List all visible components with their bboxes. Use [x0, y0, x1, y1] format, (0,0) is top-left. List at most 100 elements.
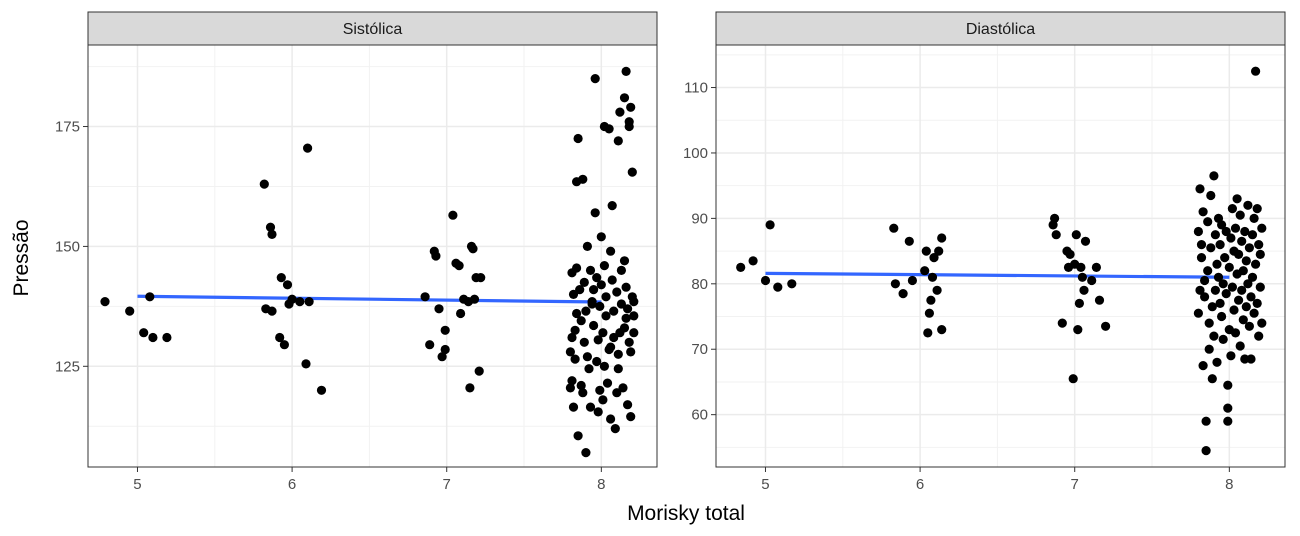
data-point — [1235, 210, 1245, 220]
data-point — [454, 261, 464, 271]
data-point — [474, 366, 484, 376]
data-point — [582, 352, 593, 362]
data-point — [629, 297, 639, 307]
data-point — [1252, 298, 1262, 308]
data-point — [929, 253, 939, 263]
data-point — [1230, 328, 1241, 338]
data-point — [904, 236, 914, 246]
data-point — [1241, 256, 1251, 266]
x-tick-label: 8 — [1225, 476, 1233, 493]
data-point — [1091, 262, 1101, 272]
data-point — [1200, 292, 1210, 302]
data-point — [787, 279, 797, 289]
data-point — [619, 323, 630, 333]
data-point — [1195, 184, 1205, 194]
data-point — [1257, 223, 1267, 233]
data-point — [139, 328, 149, 338]
data-point — [1234, 249, 1244, 259]
data-point — [437, 352, 447, 362]
data-point — [1050, 213, 1060, 223]
points-sistolica — [100, 66, 639, 458]
data-point — [1077, 272, 1087, 282]
data-point — [1076, 262, 1086, 272]
data-point — [1196, 240, 1207, 250]
data-point — [621, 66, 631, 76]
data-point — [584, 364, 594, 374]
data-point — [599, 361, 610, 371]
data-point — [1215, 298, 1225, 308]
data-point — [162, 332, 172, 343]
data-point — [607, 275, 617, 285]
data-point — [1101, 321, 1111, 331]
data-point — [1203, 217, 1213, 227]
data-point — [937, 325, 947, 335]
points-diastolica — [736, 66, 1267, 456]
data-point — [576, 316, 586, 326]
data-point — [619, 93, 630, 103]
data-point — [1213, 272, 1224, 282]
panel-border-diastolica — [715, 44, 1286, 468]
data-point — [1240, 226, 1250, 237]
data-point — [1255, 249, 1265, 259]
data-point — [568, 402, 579, 412]
panel-diastolica: Diastólica 5 6 7 8 60 70 80 90 100 110 — [683, 11, 1286, 493]
data-point — [1210, 285, 1220, 295]
data-point — [765, 220, 775, 230]
x-tick-label: 7 — [1071, 476, 1079, 493]
y-tick-label: 125 — [55, 358, 80, 375]
data-point — [1249, 308, 1259, 318]
y-axis-sistolica: 125 150 175 — [55, 119, 88, 375]
data-point — [1080, 236, 1091, 246]
data-point — [1071, 230, 1081, 240]
data-point — [607, 201, 617, 211]
data-point — [1195, 285, 1205, 295]
data-point — [125, 306, 135, 316]
data-point — [303, 143, 313, 153]
data-point — [1207, 374, 1217, 384]
data-point — [606, 342, 616, 352]
data-point — [599, 261, 610, 271]
data-point — [1246, 292, 1256, 302]
data-point — [1252, 204, 1262, 214]
data-point — [267, 229, 277, 239]
data-point — [1223, 403, 1233, 413]
data-point — [1255, 282, 1265, 292]
data-point — [610, 424, 620, 434]
data-point — [1198, 207, 1208, 217]
data-point — [585, 265, 596, 275]
strip-label-sistolica: Sistólica — [343, 21, 403, 38]
data-point — [612, 287, 622, 297]
data-point — [465, 383, 475, 393]
data-point — [456, 308, 466, 319]
y-tick-label: 80 — [691, 276, 708, 293]
data-point — [1243, 279, 1253, 289]
x-tick-label: 5 — [761, 476, 769, 493]
data-point — [1247, 230, 1258, 240]
data-point — [760, 275, 771, 286]
data-point — [592, 273, 602, 283]
data-point — [924, 308, 935, 318]
data-point — [301, 359, 311, 369]
data-point — [606, 414, 616, 424]
data-point — [279, 340, 289, 350]
data-point — [282, 280, 293, 290]
data-point — [1238, 266, 1248, 276]
x-tick-label: 6 — [916, 476, 924, 493]
data-point — [295, 297, 305, 307]
trend-line — [137, 294, 602, 304]
data-point — [889, 223, 899, 233]
data-point — [937, 233, 947, 243]
y-tick-label: 110 — [684, 80, 708, 97]
data-point — [624, 121, 634, 132]
data-point — [589, 285, 599, 295]
data-point — [1204, 318, 1214, 328]
data-point — [1203, 266, 1213, 276]
trend-line-diastolica — [765, 271, 1230, 279]
data-point — [619, 256, 630, 266]
data-point — [618, 383, 628, 393]
data-point — [1254, 240, 1264, 250]
data-point — [267, 306, 277, 316]
data-point — [570, 325, 580, 335]
data-point — [1254, 331, 1264, 341]
data-point — [567, 332, 577, 343]
